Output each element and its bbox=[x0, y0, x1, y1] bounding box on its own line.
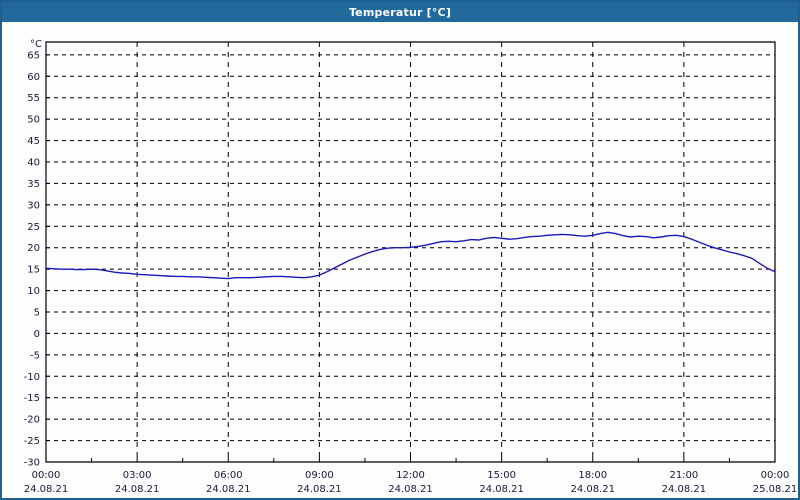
y-axis-tick-label: -25 bbox=[24, 436, 40, 447]
x-axis-time-label: 03:00 bbox=[123, 470, 152, 481]
temperature-line-chart: 65605550454035302520151050-5-10-15-20-25… bbox=[2, 22, 798, 498]
x-axis-time-label: 09:00 bbox=[305, 470, 334, 481]
x-axis-time-label: 00:00 bbox=[32, 470, 61, 481]
y-axis-tick-label: 50 bbox=[27, 115, 40, 126]
y-axis-tick-label: 0 bbox=[34, 329, 40, 340]
y-axis-tick-label: -15 bbox=[24, 393, 40, 404]
x-axis-date-label: 24.08.21 bbox=[115, 484, 160, 495]
page-title: Temperatur [°C] bbox=[348, 5, 452, 19]
horizontal-gridlines bbox=[46, 54, 775, 442]
y-axis-tick-label: 35 bbox=[27, 179, 40, 190]
data-series-group bbox=[45, 231, 776, 280]
y-axis-tick-label: 30 bbox=[27, 200, 40, 211]
y-axis-labels: 65605550454035302520151050-5-10-15-20-25… bbox=[24, 50, 40, 468]
x-axis-time-label: 18:00 bbox=[578, 470, 607, 481]
y-axis-tick-label: 65 bbox=[27, 50, 40, 61]
x-axis-date-label: 24.08.21 bbox=[297, 484, 342, 495]
y-axis-tick-label: 25 bbox=[27, 222, 40, 233]
y-axis-tick-label: 20 bbox=[27, 243, 40, 254]
y-axis-tick-label: 5 bbox=[34, 308, 40, 319]
axis-frame bbox=[45, 41, 776, 463]
y-axis-tick-label: -30 bbox=[24, 458, 40, 469]
chart-background bbox=[2, 22, 798, 498]
y-axis-tick-label: 40 bbox=[27, 158, 40, 169]
x-axis-date-label: 24.08.21 bbox=[570, 484, 615, 495]
x-axis-date-label: 24.08.21 bbox=[24, 484, 69, 495]
chart-plot-area: 65 60 55 50 45 40 35 30 25 20 15 10 5 0 -5 -10 -15 -20 -25… bbox=[2, 22, 798, 498]
y-axis-tick-label: 10 bbox=[27, 286, 40, 297]
y-axis-tick-label: 15 bbox=[27, 265, 40, 276]
x-axis-time-label: 00:00 bbox=[761, 470, 790, 481]
x-axis-date-label: 24.08.21 bbox=[662, 484, 707, 495]
y-axis-tick-label: -5 bbox=[30, 350, 40, 361]
y-axis-tick-label: -10 bbox=[24, 372, 40, 383]
y-axis-unit-label: °C bbox=[30, 39, 42, 50]
x-axis-labels: 00:00 24.08.21 03:00 24.08.21 06:00 24.08.21 0… bbox=[24, 470, 798, 495]
x-axis-date-label: 24.08.21 bbox=[206, 484, 251, 495]
vertical-gridlines bbox=[136, 42, 685, 462]
y-axis-tick-label: 45 bbox=[27, 136, 40, 147]
window-titlebar: Temperatur [°C] bbox=[2, 2, 798, 22]
x-axis-time-label: 12:00 bbox=[396, 470, 425, 481]
y-axis-tick-label: 60 bbox=[27, 72, 40, 83]
y-axis-tick-label: -20 bbox=[24, 415, 40, 426]
temperature-series-line bbox=[45, 231, 776, 280]
axis-frame-path bbox=[45, 41, 776, 463]
x-axis-time-label: 21:00 bbox=[669, 470, 698, 481]
x-axis-date-label: 25.08.21 bbox=[753, 484, 798, 495]
x-axis-time-label: 15:00 bbox=[487, 470, 516, 481]
y-axis-tick-label: 55 bbox=[27, 93, 40, 104]
x-axis-date-label: 24.08.21 bbox=[388, 484, 433, 495]
x-axis-time-label: 06:00 bbox=[214, 470, 243, 481]
x-axis-date-label: 24.08.21 bbox=[479, 484, 524, 495]
